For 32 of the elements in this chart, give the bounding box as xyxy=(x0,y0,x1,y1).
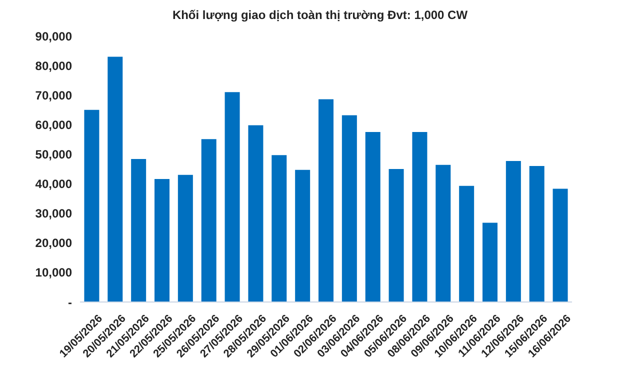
bar xyxy=(108,56,123,302)
bar xyxy=(529,166,544,302)
y-tick-label: 40,000 xyxy=(35,177,72,192)
y-tick-label: 70,000 xyxy=(35,88,72,102)
bar xyxy=(388,169,404,302)
bar xyxy=(412,132,428,302)
y-tick-label: 10,000 xyxy=(35,266,72,280)
chart-title: Khối lượng giao dịch toàn thị trường Đvt: 1,000 CW xyxy=(171,8,469,24)
bar xyxy=(178,174,193,302)
y-tick-label: 30,000 xyxy=(35,206,72,221)
bar xyxy=(552,188,568,302)
bar xyxy=(224,92,240,302)
y-tick-label: 90,000 xyxy=(35,29,72,44)
bar xyxy=(318,99,334,302)
y-tick-label: - xyxy=(68,295,72,310)
bar xyxy=(482,222,498,302)
y-tick-label: 80,000 xyxy=(35,58,72,73)
bar xyxy=(365,132,380,302)
bar xyxy=(436,164,451,302)
bar xyxy=(506,161,521,302)
bar xyxy=(154,179,170,302)
bar xyxy=(248,125,264,302)
bar xyxy=(295,170,310,302)
bar xyxy=(459,186,474,302)
bar xyxy=(84,110,100,302)
y-tick-label: 20,000 xyxy=(35,236,72,250)
bar xyxy=(342,115,357,302)
bar xyxy=(201,139,216,302)
y-tick-label: 50,000 xyxy=(35,147,72,162)
bar xyxy=(272,155,287,302)
y-tick-label: 60,000 xyxy=(35,118,72,132)
bar xyxy=(131,158,146,302)
